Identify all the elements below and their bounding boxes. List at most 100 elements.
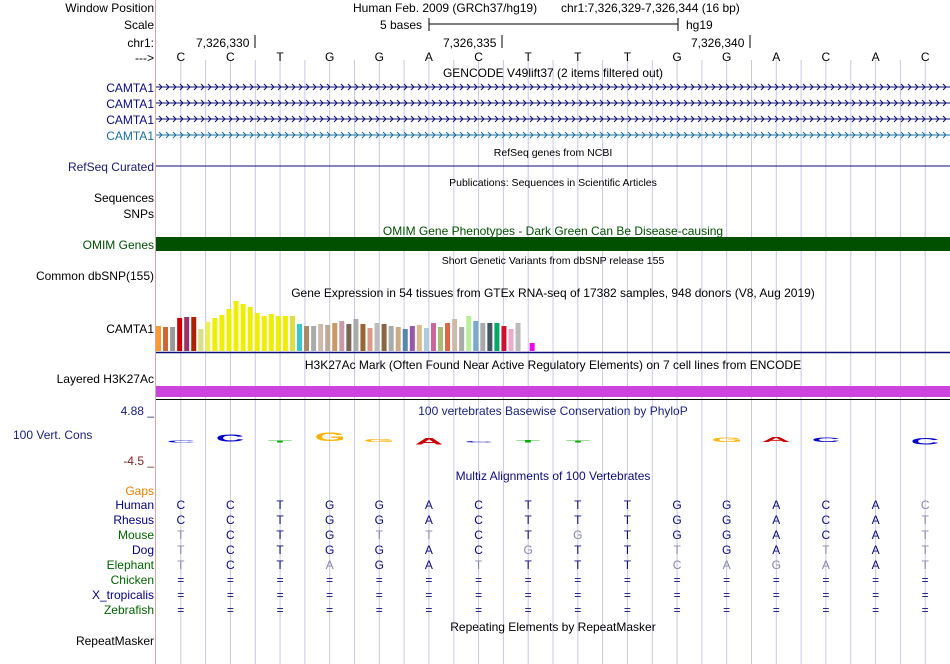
dbsnp-track-title: Short Genetic Variants from dbSNP releas… [441,255,665,267]
sequence-base: A [424,50,433,64]
alignment-base: G [325,528,335,542]
alignment-base: = [822,573,830,587]
tick-label: 7,326,340 [691,36,745,50]
scale-label: Scale [123,18,154,32]
gtex-tissue-bar [170,327,176,351]
alignment-base: = [872,603,880,617]
alignment-base: T [574,543,582,557]
gtex-track-label[interactable]: CAMTA1 [106,322,154,336]
repeatmasker-track-label[interactable]: RepeatMasker [75,634,154,648]
h3k27ac-track-title: H3K27Ac Mark (Often Found Near Active Re… [304,358,802,372]
alignment-base: G [325,498,335,512]
refseq-track-label[interactable]: RefSeq Curated [67,160,154,174]
alignment-base: C [920,498,930,512]
alignment-base: T [276,543,284,557]
species-label[interactable]: Rhesus [113,513,154,527]
cons-track-label[interactable]: 100 Vert. Cons [13,428,93,442]
gencode-item-label[interactable]: CAMTA1 [106,97,154,111]
alignment-base: = [574,573,582,587]
sequence-base: A [871,50,880,64]
alignment-base: = [524,603,532,617]
alignment-base: = [375,588,383,602]
gtex-tissue-bar [325,325,331,351]
alignment-base: T [921,558,929,572]
sequence-base: T [524,50,532,64]
conservation-base: T [516,438,541,444]
alignment-base: T [574,558,582,572]
alignment-base: G [523,543,533,557]
alignment-base: C [474,528,483,542]
gtex-tissue-bar [233,301,239,351]
sequence-base: G [672,50,682,64]
alignment-base: = [475,573,483,587]
alignment-base: = [226,603,234,617]
alignment-base: C [474,498,483,512]
alignment-base: = [623,603,631,617]
alignment-base: C [176,513,186,527]
omim-bar [156,237,950,251]
conservation-base: C [216,432,245,444]
snps-track-label[interactable]: SNPs [123,207,154,221]
publications-track-label[interactable]: Sequences [93,191,154,205]
alignment-base: T [623,528,632,542]
species-label[interactable]: Dog [131,543,154,557]
alignment-base: G [573,528,583,542]
transcript-strand-arrows [158,99,947,107]
gtex-tissue-bar [381,324,387,351]
gtex-tissue-bar [247,307,253,351]
species-label[interactable]: Chicken [110,573,154,587]
gencode-item-label[interactable]: CAMTA1 [106,129,154,143]
gtex-tissue-bar [297,324,302,351]
alignment-base: = [623,588,631,602]
dbsnp-track-label[interactable]: Common dbSNP(155) [35,269,154,283]
cons-min-label: -4.5 _ [123,454,154,468]
gtex-tissue-bar [353,319,359,351]
conservation-base: T [267,439,293,444]
transcript-strand-arrows [158,115,947,123]
species-label[interactable]: Mouse [117,528,154,542]
alignment-base: = [177,588,185,602]
gtex-tissue-bar [438,327,443,351]
gtex-tissue-bar [289,316,295,351]
alignment-base: A [871,558,880,572]
alignment-base: C [226,543,235,557]
omim-track-label[interactable]: OMIM Genes [82,238,154,252]
gencode-item-label[interactable]: CAMTA1 [106,113,154,127]
species-label[interactable]: Zebrafish [103,603,154,617]
alignment-base: = [673,603,681,617]
multiz-track-title: Multiz Alignments of 100 Vertebrates [455,469,651,483]
publications-track-title: Publications: Sequences in Scientific Ar… [449,177,657,189]
alignment-base: = [772,603,780,617]
alignment-base: G [672,528,682,542]
alignment-base: T [177,528,185,542]
gtex-tissue-bar [163,327,169,351]
gencode-item-label[interactable]: CAMTA1 [106,81,154,95]
alignment-base: T [524,558,532,572]
alignment-base: = [772,588,780,602]
alignment-base: = [574,603,582,617]
alignment-base: = [623,573,631,587]
alignment-base: G [672,513,682,527]
alignment-base: C [474,513,483,527]
alignment-base: = [177,573,185,587]
alignment-base: A [424,558,433,572]
species-label[interactable]: Elephant [106,558,154,572]
h3k27ac-track-label[interactable]: Layered H3K27Ac [56,372,154,386]
alignment-base: T [921,513,929,527]
transcript-strand-arrows [158,83,947,91]
alignment-base: = [226,588,234,602]
alignment-base: G [374,558,384,572]
gtex-tissue-bar [254,313,260,351]
gtex-tissue-bar [508,329,514,351]
scale-bar-text: 5 bases [380,18,423,32]
alignment-base: = [425,573,433,587]
alignment-base: G [374,498,384,512]
alignment-base: A [772,528,781,542]
alignment-base: = [723,573,731,587]
species-label[interactable]: Human [115,498,154,512]
species-label[interactable]: X_tropicalis [91,588,154,602]
sequence-base: C [920,50,930,64]
alignment-base: C [226,498,235,512]
alignment-base: = [276,588,284,602]
